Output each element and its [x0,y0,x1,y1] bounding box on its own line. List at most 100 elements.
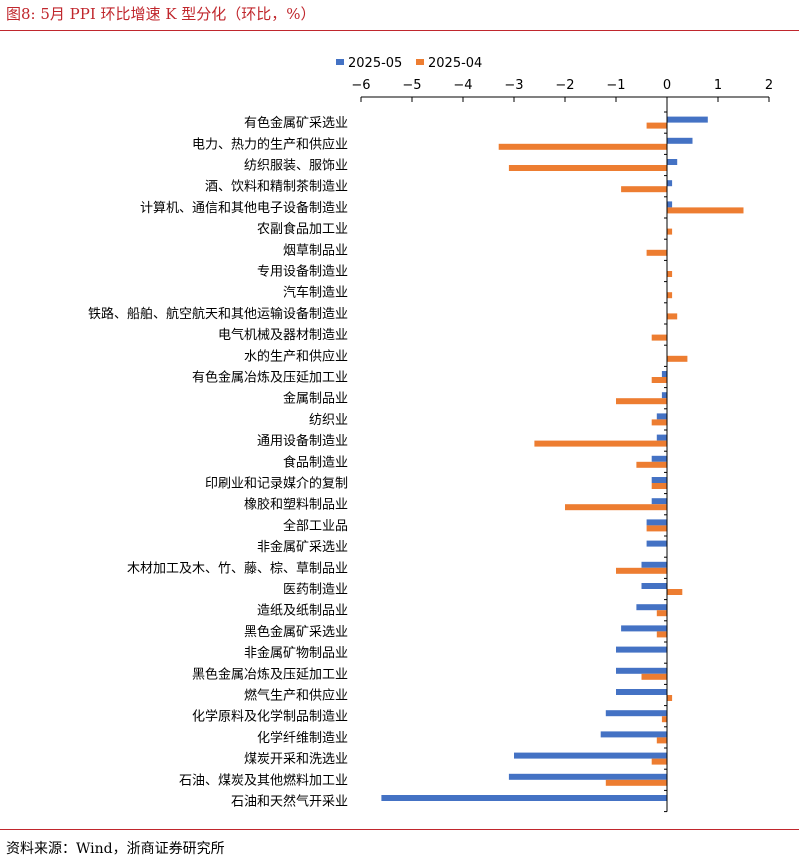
category-label: 水的生产和供应业 [244,348,348,364]
category-label: 烟草制品业 [283,243,348,258]
category-label: 纺织业 [309,413,348,428]
legend-label: 2025-04 [428,56,482,71]
x-tick-label: 0 [663,78,671,93]
legend-label: 2025-05 [348,56,402,71]
bar [641,583,667,589]
source-note: 资料来源：Wind，浙商证券研究所 [6,841,225,857]
bar [616,646,667,653]
footer-divider [0,829,799,830]
x-tick-label: 2 [765,78,773,93]
category-label: 医药制造业 [283,583,348,598]
bar [656,434,667,441]
bar [651,334,667,341]
title-divider [0,30,799,31]
bar [641,673,667,680]
bar [605,710,667,717]
bar [667,201,673,208]
bar [667,355,688,362]
category-label: 专用设备制造业 [257,264,348,280]
category-label: 金属制品业 [283,391,348,407]
x-tick-label: 1 [714,78,722,93]
bar [656,631,667,638]
bar [661,716,667,723]
category-label: 橡胶和塑料制品业 [244,497,348,513]
x-tick-label: −4 [453,78,472,93]
bar [651,477,667,483]
bar [534,440,667,447]
category-label: 铁路、船舶、航空航天和其他运输设备制造业 [88,306,348,322]
bar [656,737,667,744]
bar [621,186,667,193]
bar [616,689,667,695]
bar [641,561,667,568]
category-label: 酒、饮料和精制茶制造业 [205,179,348,195]
category-label: 非金属矿采选业 [257,539,348,555]
category-label: 全部工业品 [283,518,348,534]
category-label: 化学纤维制造业 [257,730,348,746]
category-label: 黑色金属矿采选业 [244,624,348,640]
category-label: 有色金属冶炼及压延加工业 [192,370,348,386]
bar [651,498,667,505]
bar [508,165,667,171]
x-tick-label: −2 [555,78,574,93]
bar [667,589,683,595]
bar [616,567,667,574]
bar [667,207,744,214]
bar [616,398,667,405]
bar [646,122,667,129]
bar [661,371,667,377]
bar [651,483,667,489]
bar [651,758,667,765]
bar [616,667,667,674]
legend-swatch [416,59,424,65]
bar [646,540,667,547]
x-tick-label: −5 [402,78,421,93]
bar [636,604,667,611]
category-label: 燃气生产和供应业 [244,688,348,704]
bar [667,313,678,320]
category-label: 电力、热力的生产和供应业 [192,136,348,152]
bar [605,779,667,786]
category-label: 食品制造业 [283,454,348,470]
bar [667,292,673,299]
bar [514,752,667,759]
category-label: 煤炭开采和洗选业 [244,752,348,767]
bar [646,249,667,256]
category-label: 计算机、通信和其他电子设备制造业 [140,200,348,216]
x-tick-label: −3 [504,78,523,93]
bar [646,519,667,526]
bar [667,159,678,165]
bar [667,137,693,144]
category-label: 化学原料及化学制品制造业 [192,709,348,725]
category-label: 通用设备制造业 [257,433,348,449]
category-label: 石油和天然气开采业 [231,794,348,810]
bar [646,525,667,532]
bar [667,116,708,123]
category-label: 农副食品加工业 [257,221,348,237]
bar [651,377,667,383]
bar [656,610,667,617]
category-label: 石油、煤炭及其他燃料加工业 [179,772,348,788]
bar-chart: 2025-05 2025-04 −6 −5 −4 −3 −2 −1 0 1 2 有色金属矿采选业电力、… [88,56,773,813]
category-label: 纺织服装、服饰业 [244,159,348,174]
bar [661,392,667,399]
bar [651,455,667,462]
category-label: 黑色金属冶炼及压延加工业 [192,666,348,682]
category-label: 汽车制造业 [283,285,348,301]
bar [667,695,673,701]
bar [381,795,667,801]
bar [667,180,673,187]
chart-title: 图8: 5月 PPI 环比增速 K 型分化（环比，%） [6,5,316,23]
bar [636,461,667,468]
bar [600,731,667,738]
bar [508,773,667,780]
bar [565,504,667,511]
category-label: 有色金属矿采选业 [244,115,348,131]
bar [656,413,667,420]
bar [667,228,673,235]
bar [498,143,667,150]
category-label: 造纸及纸制品业 [257,604,348,619]
category-label: 电气机械及器材制造业 [218,327,348,343]
bar [651,419,667,426]
category-label: 木材加工及木、竹、藤、棕、草制品业 [127,561,348,576]
